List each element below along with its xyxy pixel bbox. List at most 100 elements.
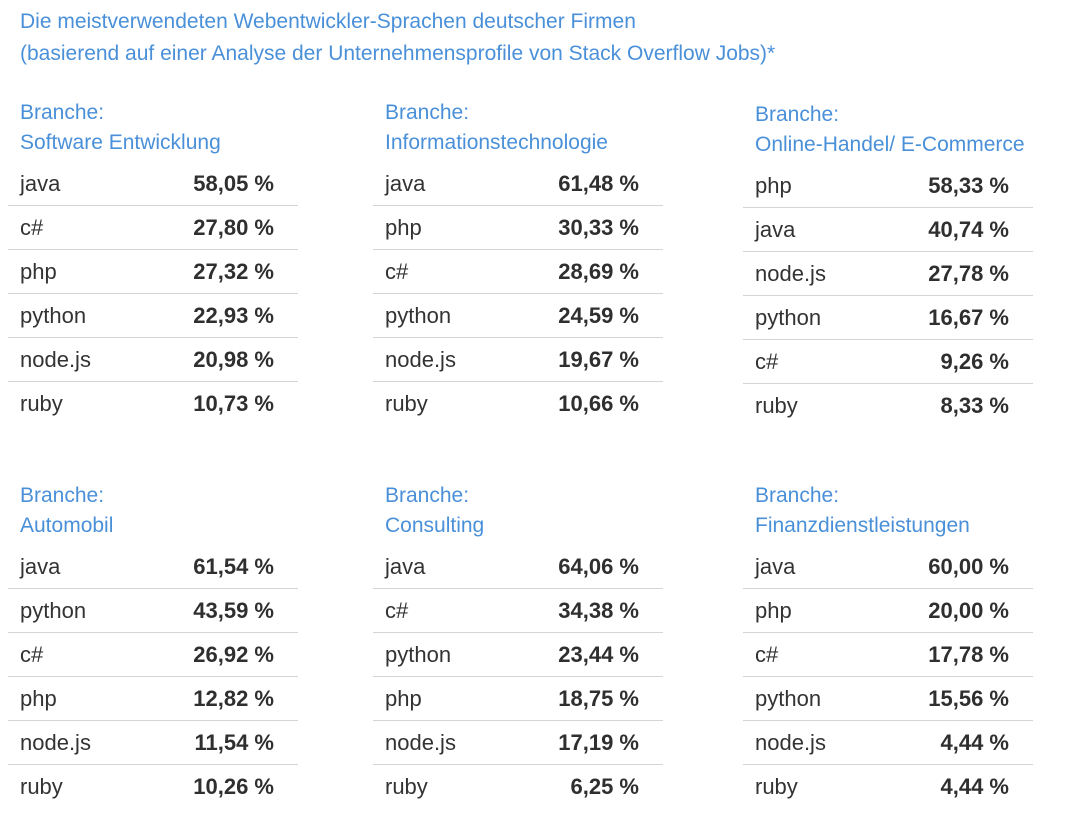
language-share: 16,67 % <box>928 304 1009 330</box>
language-name: java <box>20 553 61 579</box>
table-row: python 24,59 % <box>373 294 663 338</box>
language-share: 27,80 % <box>193 214 274 240</box>
table-row: node.js 20,98 % <box>8 338 298 382</box>
language-share: 58,05 % <box>193 170 274 196</box>
industry-block-finance: Branche: Finanzdienstleistungen java 60,0… <box>743 481 1033 808</box>
industry-label: Branche: <box>20 484 105 507</box>
language-name: php <box>20 685 57 711</box>
industry-label: Branche: <box>385 101 470 124</box>
language-share: 27,32 % <box>193 258 274 284</box>
industry-block-consulting: Branche: Consulting java 64,06 % c# 34,38 … <box>373 481 663 808</box>
language-name: node.js <box>755 260 826 286</box>
table-row: ruby 10,26 % <box>8 765 298 808</box>
table-row: ruby 4,44 % <box>743 765 1033 808</box>
language-table: java 60,00 % php 20,00 % c# 17,78 % python 1… <box>743 545 1033 808</box>
language-share: 11,54 % <box>194 729 274 755</box>
table-row: node.js 17,19 % <box>373 721 663 765</box>
language-share: 24,59 % <box>558 302 639 328</box>
industry-name: Software Entwicklung <box>20 131 221 154</box>
language-share: 61,48 % <box>558 170 639 196</box>
language-name: java <box>20 170 61 196</box>
language-share: 30,33 % <box>558 214 639 240</box>
table-row: python 16,67 % <box>743 296 1033 340</box>
table-row: node.js 27,78 % <box>743 252 1033 296</box>
language-share: 10,66 % <box>558 390 639 416</box>
language-name: java <box>385 553 426 579</box>
industry-name: Consulting <box>385 514 485 537</box>
table-row: php 12,82 % <box>8 677 298 721</box>
language-share: 17,19 % <box>558 729 639 755</box>
table-row: java 61,48 % <box>373 162 663 206</box>
language-name: python <box>755 685 822 711</box>
language-share: 15,56 % <box>928 685 1009 711</box>
table-row: java 64,06 % <box>373 545 663 589</box>
table-row: node.js 11,54 % <box>8 721 298 765</box>
industry-label: Branche: <box>385 484 470 507</box>
table-row: node.js 4,44 % <box>743 721 1033 765</box>
table-row: python 23,44 % <box>373 633 663 677</box>
language-share: 6,25 % <box>570 773 640 799</box>
language-name: ruby <box>385 390 428 416</box>
industry-name: Online-Handel/ E-Commerce <box>755 133 1025 156</box>
industry-label: Branche: <box>20 101 105 124</box>
language-name: c# <box>755 641 779 667</box>
table-row: php 18,75 % <box>373 677 663 721</box>
language-table: php 58,33 % java 40,74 % node.js 27,78 % py… <box>743 164 1033 427</box>
language-share: 64,06 % <box>558 553 639 579</box>
table-row: python 43,59 % <box>8 589 298 633</box>
table-row: c# 34,38 % <box>373 589 663 633</box>
industry-block-automotive: Branche: Automobil java 61,54 % python 43,… <box>8 481 298 808</box>
language-name: node.js <box>20 346 91 372</box>
language-name: ruby <box>20 773 63 799</box>
industry-name: Automobil <box>20 514 114 537</box>
page-title: Die meistverwendeten Webentwickler-Sprac… <box>20 6 775 70</box>
language-name: node.js <box>385 729 456 755</box>
industry-block-it: Branche: Informationstechnologie java 61,… <box>373 98 663 425</box>
language-share: 26,92 % <box>193 641 274 667</box>
language-share: 10,73 % <box>193 390 274 416</box>
table-row: java 58,05 % <box>8 162 298 206</box>
language-share: 17,78 % <box>928 641 1009 667</box>
industry-label: Branche: <box>755 103 840 126</box>
language-share: 9,26 % <box>940 348 1010 374</box>
language-name: c# <box>755 348 779 374</box>
table-row: php 58,33 % <box>743 164 1033 208</box>
table-row: python 22,93 % <box>8 294 298 338</box>
language-name: python <box>20 302 87 328</box>
table-row: c# 17,78 % <box>743 633 1033 677</box>
language-name: node.js <box>755 729 826 755</box>
language-name: c# <box>20 214 44 240</box>
language-share: 20,00 % <box>928 597 1009 623</box>
language-share: 61,54 % <box>193 553 274 579</box>
language-name: python <box>755 304 822 330</box>
language-share: 34,38 % <box>558 597 639 623</box>
table-row: ruby 8,33 % <box>743 384 1033 427</box>
language-share: 22,93 % <box>193 302 274 328</box>
title-line-1: Die meistverwendeten Webentwickler-Sprac… <box>20 10 636 33</box>
table-row: java 60,00 % <box>743 545 1033 589</box>
language-name: c# <box>385 258 409 284</box>
language-share: 19,67 % <box>558 346 639 372</box>
table-row: java 40,74 % <box>743 208 1033 252</box>
table-row: python 15,56 % <box>743 677 1033 721</box>
table-row: c# 26,92 % <box>8 633 298 677</box>
language-name: java <box>385 170 426 196</box>
table-row: php 20,00 % <box>743 589 1033 633</box>
language-name: php <box>755 597 792 623</box>
language-name: java <box>755 553 796 579</box>
industry-label: Branche: <box>755 484 840 507</box>
table-row: ruby 10,73 % <box>8 382 298 425</box>
title-line-2: (basierend auf einer Analyse der Unterne… <box>20 42 776 65</box>
language-share: 43,59 % <box>193 597 274 623</box>
language-share: 4,44 % <box>940 729 1010 755</box>
table-row: php 27,32 % <box>8 250 298 294</box>
language-share: 60,00 % <box>928 553 1009 579</box>
language-table: java 61,54 % python 43,59 % c# 26,92 % php 1… <box>8 545 298 808</box>
language-name: java <box>755 216 796 242</box>
language-name: node.js <box>20 729 91 755</box>
language-share: 28,69 % <box>558 258 639 284</box>
language-share: 23,44 % <box>558 641 639 667</box>
language-share: 27,78 % <box>928 260 1009 286</box>
industry-name: Informationstechnologie <box>385 131 608 154</box>
language-name: ruby <box>20 390 63 416</box>
